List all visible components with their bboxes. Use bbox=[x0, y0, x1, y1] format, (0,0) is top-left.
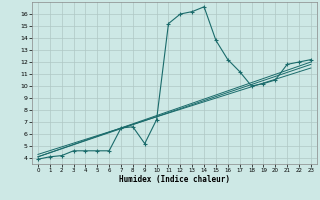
X-axis label: Humidex (Indice chaleur): Humidex (Indice chaleur) bbox=[119, 175, 230, 184]
